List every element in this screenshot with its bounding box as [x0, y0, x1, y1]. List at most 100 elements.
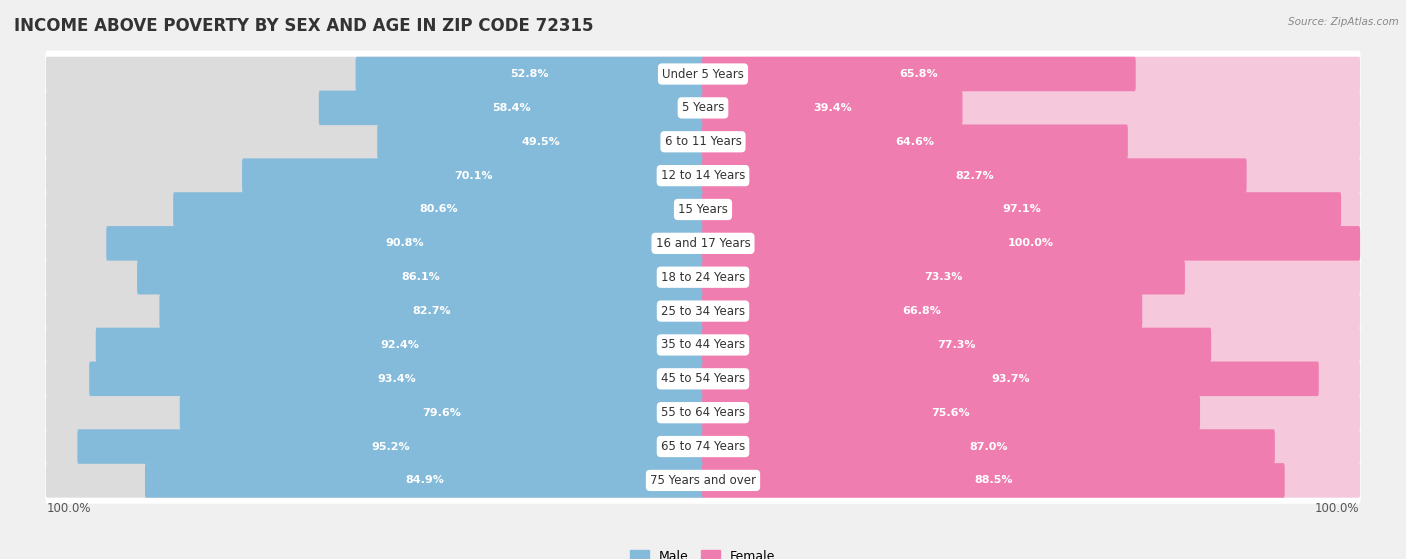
FancyBboxPatch shape — [45, 186, 1361, 233]
FancyBboxPatch shape — [702, 429, 1275, 464]
Text: 75 Years and over: 75 Years and over — [650, 474, 756, 487]
FancyBboxPatch shape — [702, 91, 1360, 125]
FancyBboxPatch shape — [702, 395, 1201, 430]
Text: 65.8%: 65.8% — [900, 69, 938, 79]
FancyBboxPatch shape — [45, 220, 1361, 267]
FancyBboxPatch shape — [45, 51, 1361, 97]
Text: 64.6%: 64.6% — [896, 137, 935, 147]
Text: 66.8%: 66.8% — [903, 306, 942, 316]
Text: 45 to 54 Years: 45 to 54 Years — [661, 372, 745, 385]
FancyBboxPatch shape — [45, 84, 1361, 131]
FancyBboxPatch shape — [377, 125, 704, 159]
Text: 86.1%: 86.1% — [401, 272, 440, 282]
Text: 100.0%: 100.0% — [1008, 238, 1054, 248]
FancyBboxPatch shape — [46, 328, 704, 362]
FancyBboxPatch shape — [46, 294, 704, 328]
FancyBboxPatch shape — [45, 356, 1361, 402]
FancyBboxPatch shape — [45, 389, 1361, 436]
Text: 58.4%: 58.4% — [492, 103, 530, 113]
FancyBboxPatch shape — [702, 463, 1285, 498]
Text: 65 to 74 Years: 65 to 74 Years — [661, 440, 745, 453]
Text: 52.8%: 52.8% — [510, 69, 548, 79]
Text: 87.0%: 87.0% — [969, 442, 1008, 452]
Text: 70.1%: 70.1% — [454, 170, 492, 181]
Text: 77.3%: 77.3% — [938, 340, 976, 350]
FancyBboxPatch shape — [173, 192, 704, 227]
FancyBboxPatch shape — [159, 294, 704, 328]
FancyBboxPatch shape — [77, 429, 704, 464]
Text: 82.7%: 82.7% — [412, 306, 451, 316]
FancyBboxPatch shape — [45, 119, 1361, 165]
Text: 90.8%: 90.8% — [385, 238, 425, 248]
Text: 84.9%: 84.9% — [405, 475, 444, 485]
FancyBboxPatch shape — [702, 192, 1341, 227]
FancyBboxPatch shape — [46, 91, 704, 125]
FancyBboxPatch shape — [702, 226, 1360, 260]
Legend: Male, Female: Male, Female — [626, 546, 780, 559]
Text: Source: ZipAtlas.com: Source: ZipAtlas.com — [1288, 17, 1399, 27]
FancyBboxPatch shape — [136, 260, 704, 295]
FancyBboxPatch shape — [46, 125, 704, 159]
FancyBboxPatch shape — [45, 321, 1361, 368]
FancyBboxPatch shape — [180, 395, 704, 430]
FancyBboxPatch shape — [702, 463, 1360, 498]
FancyBboxPatch shape — [702, 294, 1360, 328]
Text: 55 to 64 Years: 55 to 64 Years — [661, 406, 745, 419]
Text: INCOME ABOVE POVERTY BY SEX AND AGE IN ZIP CODE 72315: INCOME ABOVE POVERTY BY SEX AND AGE IN Z… — [14, 17, 593, 35]
FancyBboxPatch shape — [702, 328, 1360, 362]
FancyBboxPatch shape — [46, 158, 704, 193]
FancyBboxPatch shape — [46, 226, 704, 260]
FancyBboxPatch shape — [702, 328, 1211, 362]
Text: 49.5%: 49.5% — [522, 137, 560, 147]
Text: 15 Years: 15 Years — [678, 203, 728, 216]
Text: 73.3%: 73.3% — [924, 272, 963, 282]
FancyBboxPatch shape — [702, 362, 1360, 396]
Text: 93.4%: 93.4% — [377, 374, 416, 384]
FancyBboxPatch shape — [702, 294, 1142, 328]
FancyBboxPatch shape — [45, 288, 1361, 334]
FancyBboxPatch shape — [702, 260, 1360, 295]
FancyBboxPatch shape — [46, 395, 704, 430]
Text: 88.5%: 88.5% — [974, 475, 1012, 485]
Text: 97.1%: 97.1% — [1002, 205, 1040, 215]
Text: 92.4%: 92.4% — [381, 340, 419, 350]
FancyBboxPatch shape — [46, 429, 704, 464]
FancyBboxPatch shape — [107, 226, 704, 260]
FancyBboxPatch shape — [46, 192, 704, 227]
Text: 35 to 44 Years: 35 to 44 Years — [661, 338, 745, 352]
Text: 12 to 14 Years: 12 to 14 Years — [661, 169, 745, 182]
Text: 39.4%: 39.4% — [813, 103, 852, 113]
FancyBboxPatch shape — [319, 91, 704, 125]
FancyBboxPatch shape — [702, 429, 1360, 464]
FancyBboxPatch shape — [89, 362, 704, 396]
Text: 93.7%: 93.7% — [991, 374, 1029, 384]
Text: 5 Years: 5 Years — [682, 101, 724, 115]
FancyBboxPatch shape — [702, 57, 1360, 91]
FancyBboxPatch shape — [45, 254, 1361, 301]
FancyBboxPatch shape — [46, 463, 704, 498]
FancyBboxPatch shape — [702, 260, 1185, 295]
FancyBboxPatch shape — [45, 457, 1361, 504]
FancyBboxPatch shape — [45, 152, 1361, 199]
Text: 75.6%: 75.6% — [932, 408, 970, 418]
Text: Under 5 Years: Under 5 Years — [662, 68, 744, 80]
FancyBboxPatch shape — [702, 57, 1136, 91]
Text: 100.0%: 100.0% — [1315, 501, 1360, 515]
FancyBboxPatch shape — [702, 158, 1247, 193]
Text: 16 and 17 Years: 16 and 17 Years — [655, 237, 751, 250]
FancyBboxPatch shape — [702, 158, 1360, 193]
FancyBboxPatch shape — [702, 91, 963, 125]
FancyBboxPatch shape — [702, 395, 1360, 430]
Text: 6 to 11 Years: 6 to 11 Years — [665, 135, 741, 148]
FancyBboxPatch shape — [145, 463, 704, 498]
Text: 79.6%: 79.6% — [422, 408, 461, 418]
Text: 18 to 24 Years: 18 to 24 Years — [661, 271, 745, 284]
FancyBboxPatch shape — [702, 362, 1319, 396]
FancyBboxPatch shape — [702, 125, 1128, 159]
Text: 95.2%: 95.2% — [371, 442, 411, 452]
FancyBboxPatch shape — [96, 328, 704, 362]
Text: 25 to 34 Years: 25 to 34 Years — [661, 305, 745, 318]
FancyBboxPatch shape — [702, 226, 1360, 260]
FancyBboxPatch shape — [46, 260, 704, 295]
Text: 80.6%: 80.6% — [419, 205, 458, 215]
